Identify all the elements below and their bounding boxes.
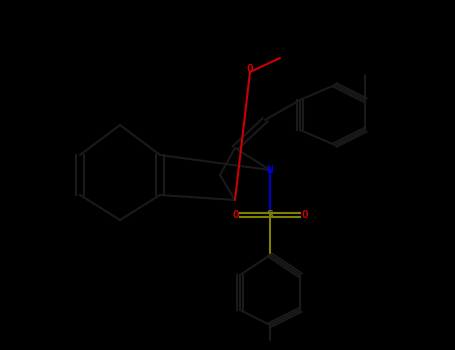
Text: S: S [267, 210, 273, 220]
Text: O: O [247, 63, 253, 74]
Text: N: N [267, 165, 273, 175]
Text: O: O [301, 210, 308, 220]
Text: O: O [232, 210, 239, 220]
